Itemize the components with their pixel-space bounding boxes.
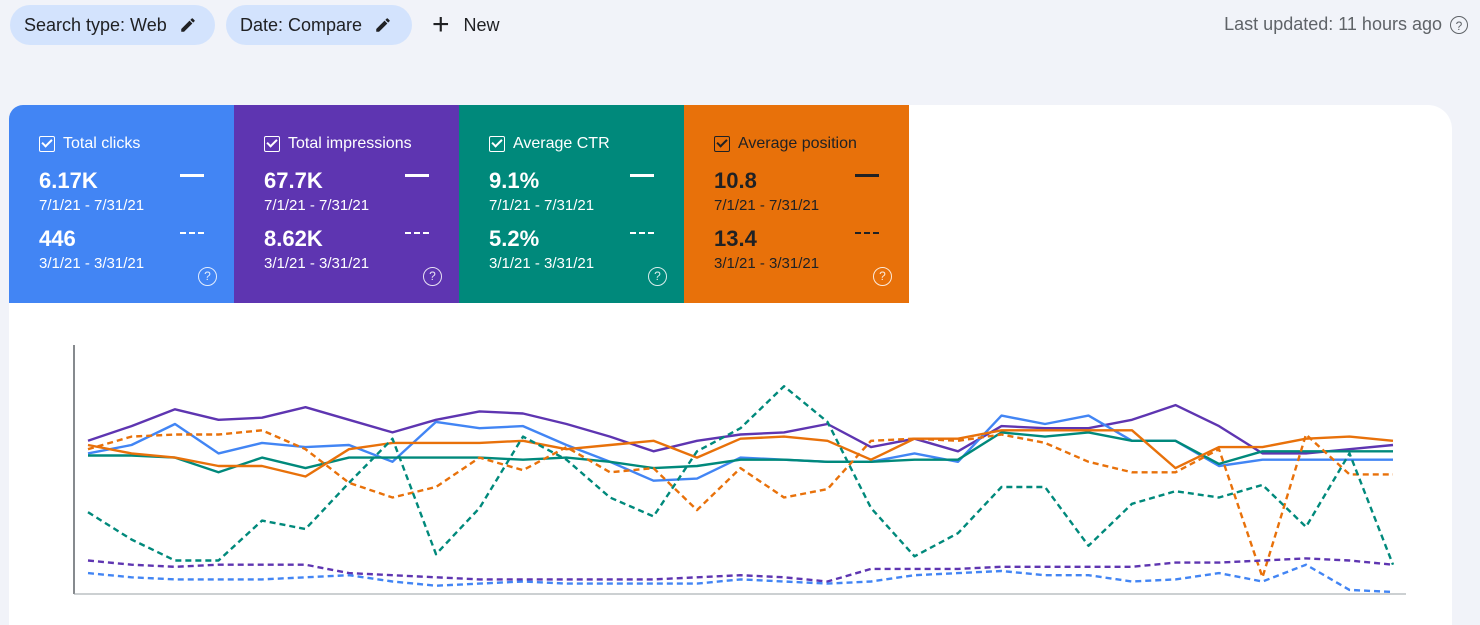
search-type-filter-chip[interactable]: Search type: Web bbox=[10, 5, 215, 45]
previous-value: 5.2% bbox=[489, 226, 540, 251]
help-icon[interactable]: ? bbox=[648, 267, 667, 286]
dashed-line-legend-icon bbox=[405, 232, 429, 234]
metric-header: Total clicks bbox=[39, 135, 140, 153]
previous-range: 3/1/21 - 3/31/21 bbox=[264, 255, 370, 272]
dashed-line-legend-icon bbox=[630, 232, 654, 234]
edit-pencil-icon bbox=[376, 18, 390, 32]
previous-value: 13.4 bbox=[714, 226, 757, 251]
current-range: 7/1/21 - 7/31/21 bbox=[714, 197, 820, 214]
solid-line-legend-icon bbox=[405, 174, 429, 177]
current-value: 6.17K bbox=[39, 168, 98, 193]
checkbox-checked-icon[interactable] bbox=[489, 136, 505, 152]
solid-line-legend-icon bbox=[180, 174, 204, 177]
filter-bar: Search type: Web Date: Compare + New Las… bbox=[0, 0, 1480, 52]
current-value: 67.7K bbox=[264, 168, 323, 193]
new-filter-button[interactable]: + New bbox=[432, 5, 500, 45]
date-filter-chip[interactable]: Date: Compare bbox=[226, 5, 412, 45]
help-icon[interactable]: ? bbox=[198, 267, 217, 286]
help-icon[interactable]: ? bbox=[1450, 15, 1468, 34]
metric-header: Average position bbox=[714, 135, 857, 153]
help-icon[interactable]: ? bbox=[873, 267, 892, 286]
last-updated-text: Last updated: 11 hours ago bbox=[1224, 14, 1442, 34]
metric-header: Total impressions bbox=[264, 135, 412, 153]
current-range: 7/1/21 - 7/31/21 bbox=[264, 197, 370, 214]
previous-range: 3/1/21 - 3/31/21 bbox=[39, 255, 145, 272]
help-icon[interactable]: ? bbox=[423, 267, 442, 286]
previous-value: 8.62K bbox=[264, 226, 323, 251]
dashed-line-legend-icon bbox=[180, 232, 204, 234]
previous-value: 446 bbox=[39, 226, 76, 251]
metric-tile-average-position[interactable]: Average position 10.8 7/1/21 - 7/31/21 1… bbox=[684, 105, 909, 303]
edit-pencil-icon bbox=[181, 18, 195, 32]
metric-tile-total-clicks[interactable]: Total clicks 6.17K 7/1/21 - 7/31/21 446 … bbox=[9, 105, 234, 303]
previous-range: 3/1/21 - 3/31/21 bbox=[714, 255, 820, 272]
metric-tile-total-impressions[interactable]: Total impressions 67.7K 7/1/21 - 7/31/21… bbox=[234, 105, 459, 303]
dashed-line-legend-icon bbox=[855, 232, 879, 234]
current-value: 10.8 bbox=[714, 168, 757, 193]
current-range: 7/1/21 - 7/31/21 bbox=[39, 197, 145, 214]
metric-label: Total clicks bbox=[63, 135, 141, 152]
solid-line-legend-icon bbox=[630, 174, 654, 177]
date-filter-label: Date: Compare bbox=[240, 14, 363, 35]
plus-icon: + bbox=[432, 8, 450, 41]
solid-line-legend-icon bbox=[855, 174, 879, 177]
metric-label: Average CTR bbox=[513, 135, 610, 152]
checkbox-checked-icon[interactable] bbox=[264, 136, 280, 152]
metric-header: Average CTR bbox=[489, 135, 610, 153]
current-value: 9.1% bbox=[489, 168, 540, 193]
previous-range: 3/1/21 - 3/31/21 bbox=[489, 255, 595, 272]
checkbox-checked-icon[interactable] bbox=[714, 136, 730, 152]
new-filter-label: New bbox=[463, 14, 500, 35]
checkbox-checked-icon[interactable] bbox=[39, 136, 55, 152]
metric-label: Total impressions bbox=[288, 135, 412, 152]
metric-label: Average position bbox=[738, 135, 857, 152]
last-updated: Last updated: 11 hours ago ? bbox=[1224, 14, 1468, 35]
performance-card: Total clicks 6.17K 7/1/21 - 7/31/21 446 … bbox=[9, 105, 1452, 625]
search-type-label: Search type: Web bbox=[24, 14, 167, 35]
metric-tile-average-ctr[interactable]: Average CTR 9.1% 7/1/21 - 7/31/21 5.2% 3… bbox=[459, 105, 684, 303]
metric-tiles: Total clicks 6.17K 7/1/21 - 7/31/21 446 … bbox=[9, 105, 909, 303]
current-range: 7/1/21 - 7/31/21 bbox=[489, 197, 595, 214]
